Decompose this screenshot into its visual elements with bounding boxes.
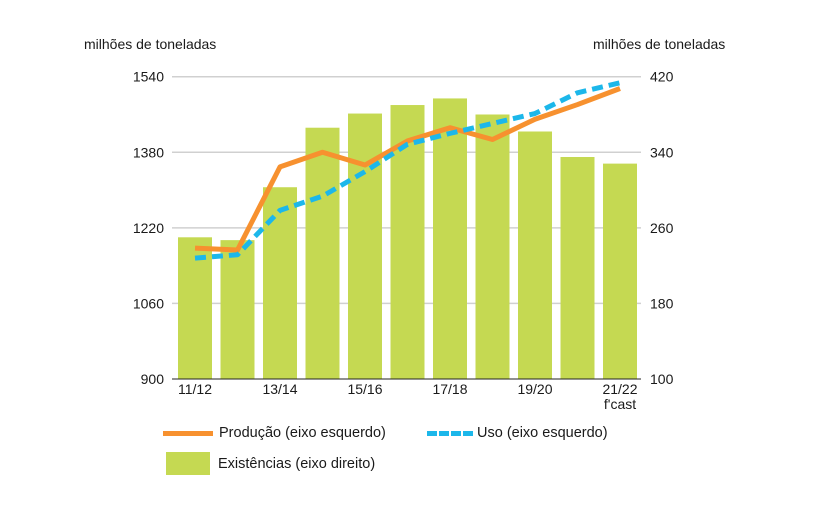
x-tick-label: 13/14	[262, 381, 297, 397]
legend-label-uso: Uso (eixo esquerdo)	[477, 425, 608, 441]
bar	[263, 187, 297, 379]
line-uso	[194, 80, 621, 261]
legend-label-existencias: Existências (eixo direito)	[218, 455, 376, 472]
bar	[348, 113, 382, 379]
right-tick-label: 260	[650, 220, 674, 236]
left-tick-label: 1380	[133, 144, 164, 160]
x-tick-label: 11/12	[178, 381, 212, 397]
legend-item-existencias: Existências (eixo direito)	[166, 452, 375, 475]
legend-item-uso: Uso (eixo esquerdo)	[427, 425, 608, 441]
x-tick-label: 21/22	[602, 381, 637, 397]
right-tick-label: 100	[650, 371, 674, 387]
bar	[433, 98, 467, 380]
left-axis-label: milhões de toneladas	[84, 36, 217, 52]
right-tick-label: 420	[650, 69, 674, 85]
legend-label-producao: Produção (eixo esquerdo)	[219, 425, 386, 441]
legend-item-producao: Produção (eixo esquerdo)	[163, 425, 386, 441]
left-tick-label: 1060	[133, 295, 164, 311]
x-tick-label: f'cast	[604, 396, 636, 412]
left-tick-label: 1220	[133, 220, 164, 236]
line-producao	[194, 86, 621, 253]
right-tick-label: 340	[650, 144, 674, 160]
left-tick-label: 1540	[133, 69, 164, 85]
legend-swatch-uso	[427, 430, 473, 436]
bar	[603, 163, 637, 379]
x-tick-label: 17/18	[432, 381, 467, 397]
bar	[518, 131, 552, 379]
legend-swatch-producao	[163, 430, 213, 436]
x-tick-label: 19/20	[517, 381, 552, 397]
legend-swatch-existencias	[166, 452, 210, 475]
bar	[390, 105, 425, 380]
right-tick-label: 180	[650, 295, 674, 311]
right-axis-label: milhões de toneladas	[593, 36, 726, 52]
bar	[305, 127, 340, 379]
bar	[220, 240, 255, 379]
bar	[178, 237, 212, 379]
bar	[475, 114, 510, 380]
left-tick-label: 900	[141, 371, 165, 387]
x-tick-label: 15/16	[347, 381, 382, 397]
bar	[560, 156, 595, 379]
